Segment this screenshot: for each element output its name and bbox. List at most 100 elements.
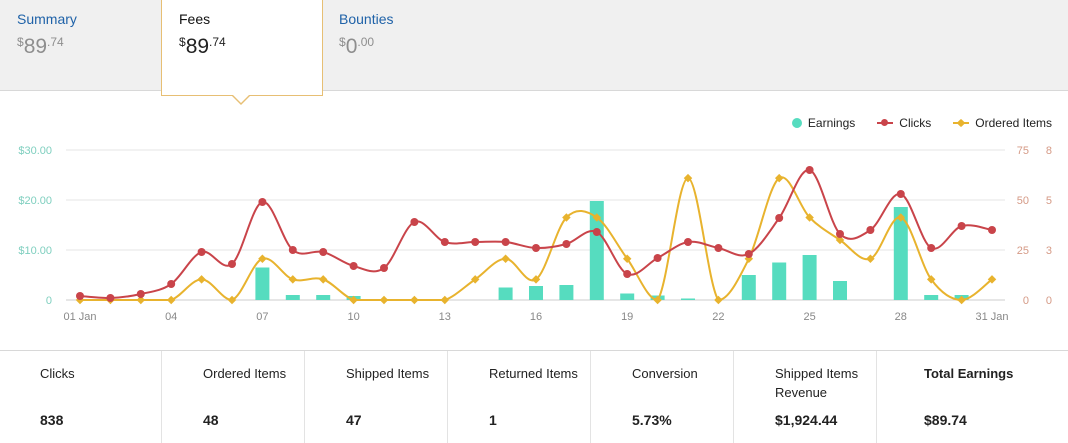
y-ordered-tick-label: 3	[1046, 245, 1052, 257]
clicks-point	[228, 260, 236, 268]
x-tick-label: 13	[439, 311, 451, 323]
x-tick-label: 10	[347, 311, 359, 323]
x-tick-label: 16	[530, 311, 542, 323]
ordered-items-point	[349, 295, 358, 305]
stat-shipped-items: Shipped Items 47	[305, 351, 448, 443]
earnings-bar	[255, 267, 270, 300]
ordered-items-point	[531, 275, 541, 284]
tab-summary[interactable]: Summary $89.74	[0, 0, 161, 91]
y-left-tick-label: $20.00	[18, 195, 52, 207]
y-ordered-tick-label: 5	[1046, 195, 1052, 207]
clicks-point	[744, 250, 753, 258]
ordered-items-point	[866, 254, 875, 263]
ordered-items-point	[227, 295, 237, 305]
tab-bounties-amount: $0.00	[339, 35, 375, 58]
clicks-point	[927, 244, 936, 252]
ordered-items-swatch-icon	[953, 122, 970, 124]
clicks-point	[805, 166, 814, 174]
clicks-point	[988, 226, 996, 234]
y-ordered-tick-label: 8	[1046, 145, 1052, 157]
x-tick-label: 07	[256, 311, 268, 323]
earnings-bar	[681, 298, 695, 300]
stat-shipped-revenue: Shipped Items Revenue $1,924.44	[734, 351, 877, 443]
earnings-bar	[893, 207, 908, 300]
ordered-items-point	[440, 295, 450, 305]
x-tick-label: 04	[165, 311, 177, 323]
legend-item-clicks[interactable]: Clicks	[877, 116, 931, 130]
earnings-bar	[589, 201, 604, 300]
earnings-bar	[741, 275, 756, 300]
stat-ordered-items-value: 48	[203, 412, 219, 428]
ordered-items-point	[501, 254, 510, 263]
y-clicks-tick-label: 50	[1017, 195, 1029, 207]
clicks-point	[866, 226, 875, 234]
clicks-point	[136, 290, 145, 298]
tab-bounties[interactable]: Bounties $0.00	[322, 0, 482, 91]
ordered-items-point	[136, 295, 146, 305]
y-left-tick-label: $10.00	[18, 245, 52, 257]
stats-bar: Clicks 838 Ordered Items 48 Shipped Item…	[0, 350, 1068, 443]
clicks-point	[653, 254, 662, 262]
clicks-point	[258, 198, 267, 206]
stat-total-earnings: Total Earnings $89.74	[877, 351, 1068, 443]
stat-shipped-revenue-label: Shipped Items Revenue	[775, 366, 859, 400]
earnings-chart: 0 0 0 $10.00 25 3 $20.00 50 5 $30.00 75 8 01 Jan 04 07…	[18, 145, 1052, 323]
ordered-items-point	[470, 275, 480, 284]
stat-clicks: Clicks 838	[0, 351, 162, 443]
tab-bar: Summary $89.74 Fees $89.74 Bounties $0.0…	[0, 0, 1068, 96]
tab-summary-label: Summary	[17, 11, 77, 27]
earnings-bar	[316, 295, 331, 300]
ordered-items-point	[288, 275, 298, 284]
earnings-bar	[924, 295, 939, 300]
stat-returned-items: Returned Items 1	[448, 351, 591, 443]
stat-conversion: Conversion 5.73%	[591, 351, 734, 443]
clicks-point	[532, 244, 540, 252]
earnings-bar	[802, 255, 817, 300]
stat-shipped-items-value: 47	[346, 412, 362, 428]
ordered-items-point	[197, 275, 206, 284]
clicks-point	[440, 238, 449, 246]
y-clicks-tick-label: 0	[1023, 295, 1029, 307]
ordered-items-point	[258, 254, 267, 263]
chart-legend: Earnings Clicks Ordered Items	[791, 116, 1052, 130]
tab-fees-amount: $89.74	[179, 35, 226, 58]
legend-item-earnings[interactable]: Earnings	[791, 116, 856, 130]
clicks-point	[288, 246, 297, 254]
legend-item-ordered-items[interactable]: Ordered Items	[953, 116, 1052, 130]
clicks-point	[106, 294, 115, 302]
clicks-point	[957, 222, 966, 230]
active-tab-pointer-fill	[232, 94, 250, 103]
ordered-items-point	[166, 295, 176, 305]
legend-earnings-label: Earnings	[807, 116, 856, 130]
earnings-bar	[285, 295, 300, 300]
clicks-point	[197, 248, 206, 256]
clicks-point	[167, 280, 176, 288]
clicks-point	[562, 240, 571, 248]
earnings-bar	[833, 281, 847, 300]
ordered-items-point	[926, 275, 936, 284]
tab-fees[interactable]: Fees $89.74	[161, 0, 323, 96]
clicks-point	[76, 292, 84, 300]
stat-clicks-label: Clicks	[40, 366, 75, 381]
stat-shipped-items-label: Shipped Items	[346, 366, 430, 381]
earnings-bar	[529, 286, 543, 300]
stat-ordered-items-label: Ordered Items	[203, 366, 287, 381]
clicks-swatch-icon	[877, 119, 894, 126]
stat-returned-items-value: 1	[489, 412, 497, 428]
clicks-point	[380, 264, 388, 272]
x-tick-label: 31 Jan	[975, 311, 1008, 323]
x-tick-label: 19	[621, 311, 633, 323]
legend-clicks-label: Clicks	[899, 116, 932, 130]
earnings-bar	[559, 285, 574, 300]
ordered-items-point	[379, 295, 389, 305]
clicks-point	[836, 230, 844, 238]
y-left-tick-label: $30.00	[18, 145, 52, 157]
legend-ordered-label: Ordered Items	[975, 116, 1052, 130]
earnings-swatch-icon	[791, 118, 802, 128]
clicks-point	[349, 262, 358, 270]
stat-clicks-value: 838	[40, 412, 64, 428]
y-ordered-tick-label: 0	[1046, 295, 1052, 307]
y-left-tick-label: 0	[46, 295, 52, 307]
x-tick-label: 01 Jan	[63, 311, 96, 323]
stat-conversion-label: Conversion	[632, 366, 698, 381]
